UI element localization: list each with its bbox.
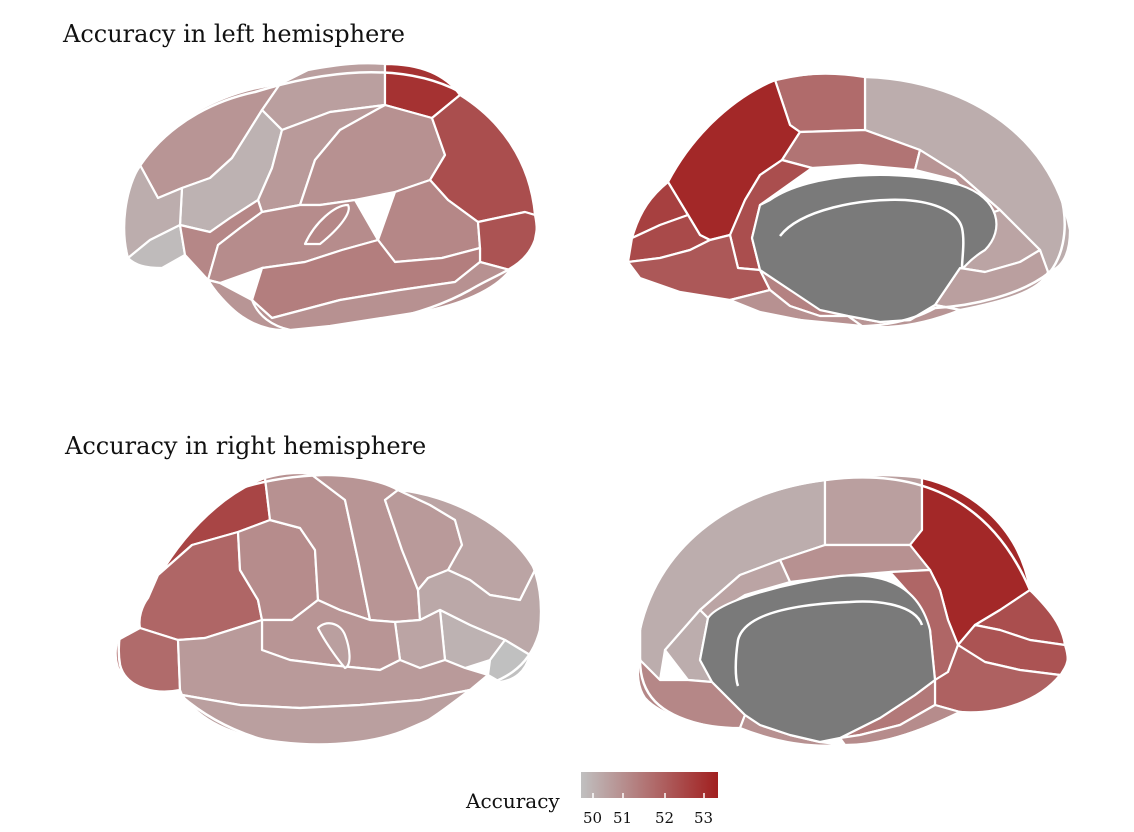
right-medial-view: [636, 474, 1070, 748]
right-lateral-view: [114, 471, 543, 750]
colorbar-tick-50: 50: [583, 809, 602, 827]
region-inferior-temporal: [316, 622, 351, 670]
region-transverse-temporal: [303, 203, 350, 246]
region-middle-temporal: [180, 688, 472, 746]
colorbar-tick-52: 52: [655, 809, 674, 827]
left-medial-view: [624, 70, 1072, 329]
region-medial-orbitofrontal: [933, 248, 1050, 312]
colorbar-legend: Accuracy 50 51 52 53: [465, 772, 718, 827]
region-lateral-occipital: [114, 626, 182, 693]
colorbar-gradient: [581, 772, 718, 798]
colorbar-label: Accuracy: [465, 789, 560, 813]
region-lateral-occipital: [476, 210, 538, 272]
left-lateral-view: [116, 62, 540, 334]
title-left-hemisphere: Accuracy in left hemisphere: [62, 20, 405, 48]
title-right-hemisphere: Accuracy in right hemisphere: [64, 432, 426, 460]
region-paracentral: [823, 474, 924, 547]
colorbar-tick-53: 53: [694, 809, 713, 827]
region-lingual: [626, 233, 772, 302]
colorbar-tick-51: 51: [613, 809, 632, 827]
